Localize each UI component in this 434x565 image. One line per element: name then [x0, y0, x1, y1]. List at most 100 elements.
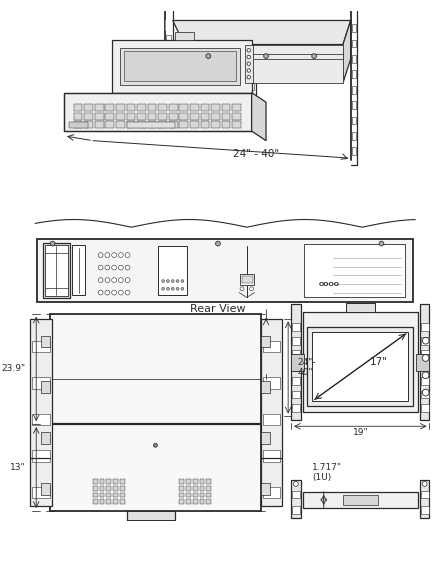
Bar — [186, 486, 191, 490]
Bar — [263, 487, 280, 498]
Bar — [168, 113, 177, 120]
Bar — [126, 104, 135, 111]
Bar — [190, 104, 198, 111]
Bar — [342, 494, 377, 505]
Circle shape — [112, 290, 116, 295]
Bar — [84, 104, 93, 111]
Bar — [199, 486, 204, 490]
Circle shape — [215, 241, 220, 246]
Bar — [193, 479, 197, 484]
Bar — [120, 479, 125, 484]
Bar — [415, 354, 428, 371]
Bar — [351, 24, 355, 32]
Text: 24"-
40": 24"- 40" — [297, 358, 316, 377]
Bar — [106, 479, 111, 484]
Bar — [41, 483, 49, 494]
Bar — [206, 493, 211, 497]
Bar — [168, 104, 177, 111]
Bar — [261, 381, 269, 393]
Polygon shape — [342, 20, 350, 83]
Bar — [32, 377, 49, 389]
Bar — [261, 319, 282, 506]
Bar — [120, 486, 125, 490]
Bar — [84, 113, 93, 120]
Bar — [113, 499, 118, 504]
Bar — [106, 486, 111, 490]
Bar — [291, 506, 299, 514]
Bar — [247, 97, 254, 103]
Bar — [420, 490, 427, 498]
Bar — [49, 314, 261, 511]
Bar — [126, 123, 174, 128]
Circle shape — [247, 76, 250, 79]
Bar — [120, 493, 125, 497]
Bar — [199, 479, 204, 484]
Circle shape — [161, 288, 164, 290]
Circle shape — [125, 253, 130, 258]
Bar — [32, 341, 49, 352]
Bar — [261, 483, 269, 494]
Circle shape — [181, 280, 184, 282]
Bar — [179, 486, 184, 490]
Bar — [193, 499, 197, 504]
Bar — [291, 404, 299, 412]
Bar — [200, 113, 209, 120]
Bar — [241, 276, 252, 283]
Bar — [73, 121, 82, 128]
Bar — [244, 45, 252, 83]
Text: 24" - 40": 24" - 40" — [233, 149, 279, 159]
Bar — [93, 493, 98, 497]
Circle shape — [166, 288, 169, 290]
Bar — [247, 83, 254, 90]
Bar — [126, 113, 135, 120]
Polygon shape — [64, 93, 251, 131]
Bar — [291, 337, 299, 345]
Bar — [106, 499, 111, 504]
Bar — [420, 364, 427, 371]
Bar — [232, 104, 240, 111]
Circle shape — [176, 288, 179, 290]
Bar — [84, 121, 93, 128]
Polygon shape — [112, 40, 251, 93]
Text: OOOO: OOOO — [318, 282, 339, 288]
Text: 19": 19" — [352, 428, 367, 437]
Bar — [351, 86, 355, 94]
Bar — [126, 511, 174, 520]
Bar — [351, 101, 355, 109]
Circle shape — [247, 49, 250, 52]
Bar — [99, 493, 104, 497]
Circle shape — [105, 277, 109, 282]
Bar — [420, 404, 427, 412]
Bar — [240, 275, 254, 285]
Bar — [158, 113, 167, 120]
Bar — [420, 390, 427, 398]
Polygon shape — [172, 20, 350, 45]
Bar — [199, 493, 204, 497]
Bar — [247, 69, 254, 76]
Circle shape — [181, 288, 184, 290]
Circle shape — [421, 481, 426, 486]
Bar — [290, 354, 304, 371]
Bar — [106, 493, 111, 497]
Bar — [116, 121, 125, 128]
Bar — [99, 486, 104, 490]
Bar — [148, 113, 156, 120]
Circle shape — [112, 253, 116, 258]
Bar — [290, 480, 300, 518]
Bar — [291, 490, 299, 498]
Circle shape — [240, 287, 243, 290]
Bar — [200, 121, 209, 128]
Bar — [93, 479, 98, 484]
Bar — [113, 479, 118, 484]
Bar — [41, 336, 49, 347]
Bar — [263, 450, 280, 462]
Bar — [232, 121, 240, 128]
Bar — [261, 336, 269, 347]
Bar — [179, 479, 184, 484]
Bar — [190, 121, 198, 128]
Circle shape — [105, 290, 109, 295]
Bar — [166, 35, 171, 42]
Circle shape — [161, 280, 164, 282]
Bar — [174, 32, 194, 40]
Circle shape — [98, 265, 103, 270]
